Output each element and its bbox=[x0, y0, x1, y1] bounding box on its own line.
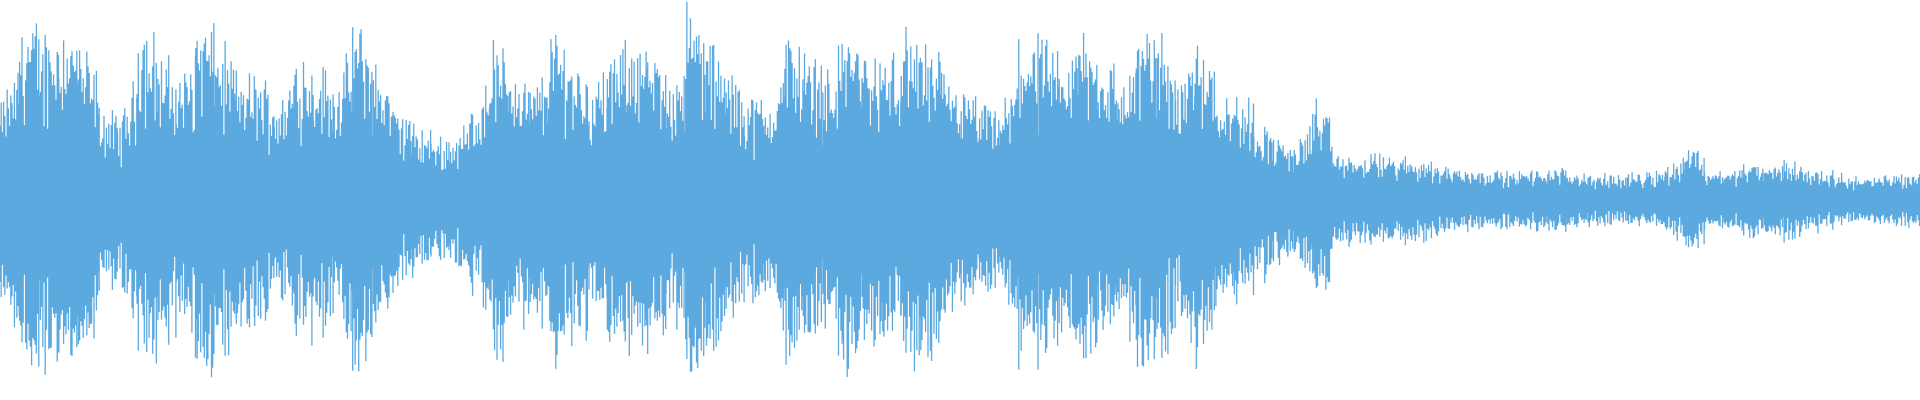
waveform-core bbox=[0, 192, 1920, 208]
waveform-segment bbox=[645, 62, 667, 355]
waveform-segment bbox=[587, 72, 608, 301]
waveform-segment bbox=[567, 73, 589, 347]
waveform-segment bbox=[606, 39, 628, 342]
waveform-segment bbox=[841, 47, 863, 377]
waveform-segment bbox=[685, 1, 706, 372]
